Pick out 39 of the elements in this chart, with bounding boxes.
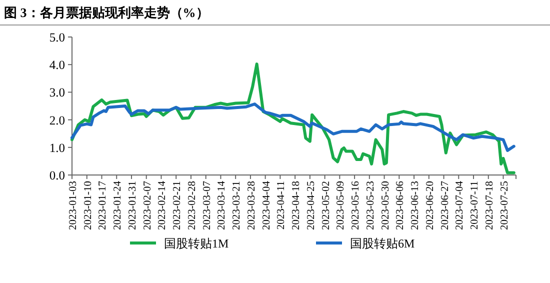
x-tick-label: 2023-06-20 (424, 181, 436, 230)
y-tick-label: 0.0 (49, 168, 65, 182)
legend-label: 国股转贴1M (164, 236, 229, 250)
x-tick-label: 2023-05-23 (365, 181, 376, 230)
x-tick-label: 2023-03-07 (202, 181, 213, 230)
x-tick-label: 2023-02-14 (157, 180, 168, 230)
x-tick-label: 2023-01-31 (127, 181, 138, 230)
x-tick-label: 2023-01-10 (82, 181, 94, 230)
x-tick-label: 2023-03-21 (232, 181, 243, 230)
legend-label: 国股转贴6M (350, 236, 415, 250)
x-tick-label: 2023-06-13 (410, 181, 422, 230)
x-tick-label: 2023-07-25 (499, 181, 510, 230)
x-tick-label: 2023-03-28 (246, 181, 258, 230)
x-tick-label: 2023-04-11 (276, 181, 288, 230)
x-tick-label: 2023-07-11 (470, 181, 481, 230)
x-tick-label: 2023-05-30 (380, 181, 392, 230)
x-tick-label: 2023-06-27 (440, 181, 451, 230)
x-tick-label: 2023-01-17 (98, 181, 109, 230)
x-tick-label: 2023-05-02 (320, 181, 332, 230)
x-tick-label: 2023-04-04 (261, 180, 272, 230)
x-tick-label: 2023-05-16 (350, 181, 362, 230)
x-tick-label: 2023-01-24 (112, 180, 124, 230)
x-tick-label: 2023-07-18 (484, 181, 496, 230)
chart-title: 图 3：各月票据贴现利率走势（%） (4, 5, 209, 20)
x-tick-label: 2023-04-25 (306, 181, 317, 230)
x-tick-label: 2023-05-09 (336, 181, 347, 230)
y-tick-label: 3.0 (49, 86, 65, 100)
x-tick-label: 2023-07-04 (454, 180, 466, 230)
x-tick-label: 2023-04-18 (291, 181, 302, 230)
x-tick-label: 2023-02-21 (172, 181, 184, 230)
x-tick-label: 2023-02-28 (186, 181, 198, 230)
x-tick-label: 2023-01-03 (68, 181, 79, 230)
x-tick-label: 2023-02-07 (142, 181, 154, 230)
y-tick-label: 4.0 (49, 58, 65, 72)
y-tick-label: 1.0 (49, 140, 65, 155)
x-tick-label: 2023-06-06 (395, 181, 406, 230)
y-tick-label: 2.0 (49, 113, 65, 128)
y-tick-label: 5.0 (49, 30, 65, 44)
x-tick-label: 2023-03-14 (216, 180, 228, 230)
